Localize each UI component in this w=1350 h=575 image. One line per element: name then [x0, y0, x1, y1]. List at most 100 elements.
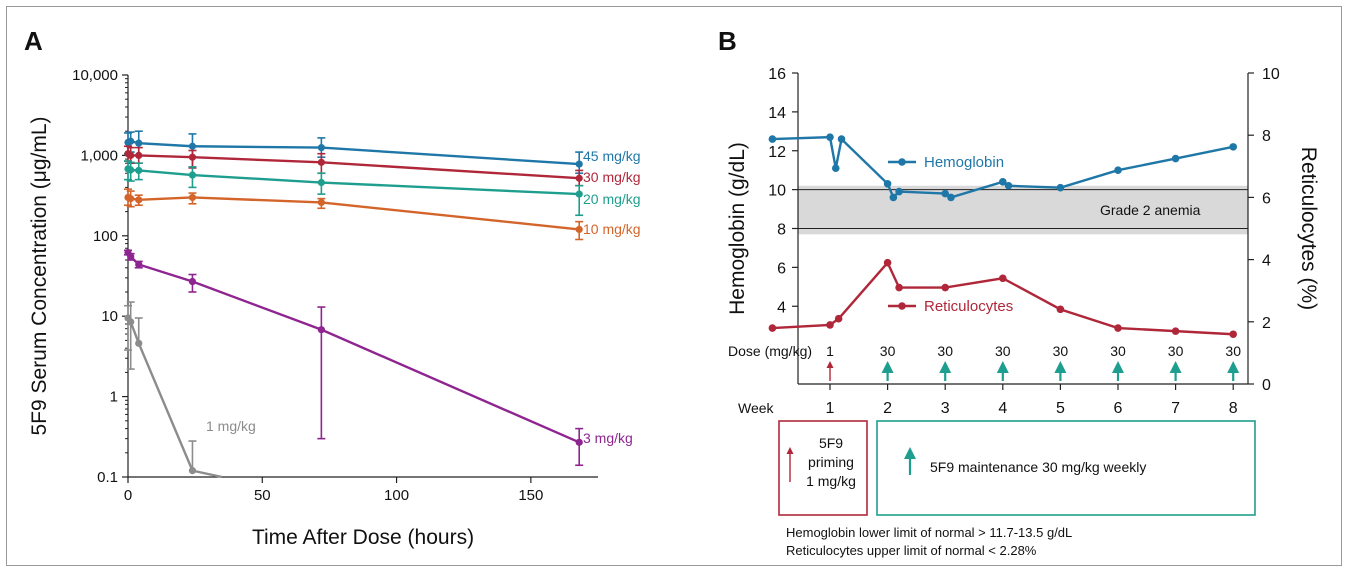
data-point [1229, 143, 1237, 151]
data-point [127, 151, 135, 159]
footnote-hemoglobin-lln: Hemoglobin lower limit of normal > 11.7-… [786, 525, 1073, 540]
left-y-tick-label: 12 [768, 144, 786, 161]
x-tick-label: 50 [254, 487, 271, 504]
x-tick-label: 3 [941, 400, 950, 417]
data-point [127, 137, 135, 145]
data-point [188, 171, 197, 179]
y-tick-label: 10 [101, 308, 118, 325]
arrow-head [904, 447, 916, 459]
data-point [317, 326, 325, 334]
data-point [947, 193, 955, 202]
data-point [575, 225, 583, 234]
data-point [889, 193, 898, 202]
series-3-mg-kg: 3 mg/kg [124, 248, 633, 467]
data-point [317, 158, 325, 166]
data-point [127, 253, 135, 261]
legend-label: Reticulocytes [924, 298, 1013, 315]
data-point [575, 190, 583, 198]
arrow-head [881, 361, 894, 373]
data-point [768, 135, 777, 143]
data-point [135, 196, 143, 204]
arrow-head [826, 361, 834, 368]
data-point [834, 314, 843, 323]
x-tick-label: 150 [518, 487, 543, 504]
x-tick-label: 1 [826, 400, 835, 417]
series-label: 10 mg/kg [583, 221, 641, 237]
arrow-head [939, 361, 952, 373]
dose-value: 30 [1110, 343, 1126, 359]
x-tick-label: 5 [1056, 400, 1065, 417]
left-y-axis-label: Hemoglobin (g/dL) [726, 142, 749, 315]
data-point [127, 166, 135, 174]
data-point [826, 133, 834, 141]
data-point [1056, 183, 1065, 192]
dose-row-label: Dose (mg/kg) [728, 343, 812, 359]
x-axis-label: Time After Dose (hours) [252, 526, 474, 549]
series-line [127, 196, 580, 231]
data-point [831, 164, 840, 173]
data-point [837, 135, 846, 143]
maintenance-legend-arrow [904, 447, 916, 475]
data-point [135, 139, 143, 147]
left-y-tick-label: 4 [777, 299, 786, 316]
right-y-tick-label: 4 [1262, 253, 1271, 270]
data-point [317, 178, 325, 187]
data-point [999, 274, 1007, 283]
anemia-band [798, 185, 1248, 235]
data-point [826, 321, 834, 329]
data-point [883, 258, 892, 267]
series-hemoglobin [768, 133, 1237, 202]
x-tick-label: 2 [883, 400, 892, 417]
right-y-tick-label: 2 [1262, 315, 1271, 332]
maintenance-dose-arrow [1169, 361, 1182, 381]
legend-swatch-dot [898, 158, 906, 166]
dose-value: 30 [1168, 343, 1184, 359]
priming-legend-line-3: 1 mg/kg [806, 473, 856, 489]
y-tick-label: 100 [93, 228, 118, 245]
series-label: 45 mg/kg [583, 148, 641, 164]
series-10-mg-kg: 10 mg/kg [124, 188, 641, 241]
footnote-reticulocytes-uln: Reticulocytes upper limit of normal < 2.… [786, 543, 1037, 558]
left-y-tick-label: 8 [777, 222, 786, 239]
x-tick-label: 7 [1171, 400, 1180, 417]
left-y-tick-label: 14 [768, 105, 786, 122]
dose-value: 30 [1225, 343, 1241, 359]
right-y-axis-label: Reticulocytes (%) [1297, 147, 1320, 310]
x-tick-label: 0 [124, 487, 132, 504]
legend-reticulocytes: Reticulocytes [888, 298, 1013, 315]
priming-legend-box [778, 420, 868, 516]
series-45-mg-kg: 45 mg/kg [124, 130, 641, 175]
priming-legend-arrow [786, 447, 794, 482]
x-tick-label: 4 [998, 400, 1007, 417]
data-point [1229, 330, 1237, 339]
data-point [1004, 181, 1013, 190]
maintenance-dose-arrow [1054, 361, 1067, 381]
data-point [883, 179, 892, 188]
series-1-mg-kg: 1 mg/kg [124, 301, 256, 479]
series-30-mg-kg: 30 mg/kg [124, 145, 641, 187]
x-axis-label: Week [738, 400, 775, 416]
data-point [135, 260, 143, 269]
data-point [999, 178, 1007, 186]
panel-a-label: A [24, 26, 43, 56]
data-point [127, 195, 135, 203]
panel-a-chart: 0.1 1 10 100 1,000 10,000 0 50 100 150 Time After … [28, 67, 641, 549]
left-y-tick-label: 6 [777, 260, 786, 277]
legend-swatch-dot [898, 302, 906, 310]
data-point [1056, 305, 1065, 314]
y-tick-label: 10,000 [72, 67, 118, 84]
data-point [768, 324, 777, 332]
right-y-tick-label: 0 [1262, 377, 1271, 394]
y-tick-label: 0.1 [97, 469, 118, 486]
maintenance-dose-arrow [1112, 361, 1124, 381]
x-tick-label: 100 [384, 487, 409, 504]
legend-hemoglobin: Hemoglobin [888, 154, 1004, 171]
data-point [1171, 327, 1180, 335]
series-label: 3 mg/kg [583, 430, 633, 446]
series-reticulocytes [768, 258, 1237, 339]
data-point [135, 166, 143, 175]
data-point [188, 142, 197, 150]
dose-value: 30 [995, 343, 1011, 359]
